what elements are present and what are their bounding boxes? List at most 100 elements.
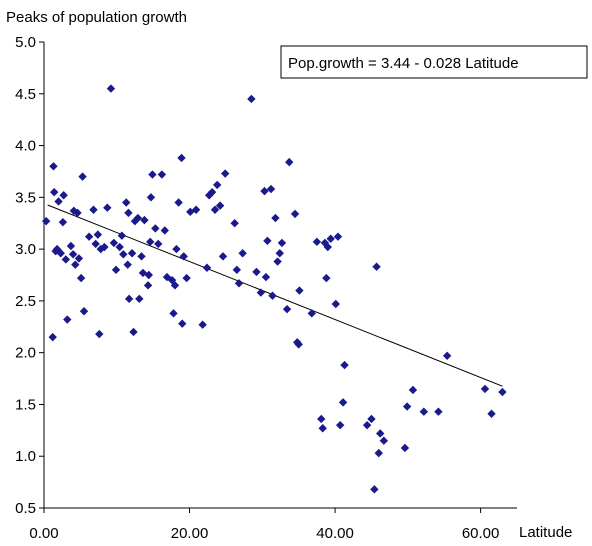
data-point	[323, 242, 332, 252]
y-tick-label: 4.0	[15, 138, 36, 155]
data-point	[127, 249, 137, 258]
data-point	[210, 205, 220, 214]
data-point	[230, 219, 239, 228]
data-point	[124, 294, 134, 304]
data-point	[63, 315, 72, 324]
data-point	[256, 288, 266, 297]
y-tick-label: 0.5	[15, 500, 36, 517]
data-point	[434, 407, 443, 416]
y-tick-label: 2.0	[15, 345, 36, 362]
data-point	[419, 407, 429, 416]
data-point	[212, 180, 222, 190]
data-point	[367, 414, 376, 424]
data-point	[260, 186, 269, 196]
data-point	[84, 232, 94, 241]
data-point	[146, 237, 155, 247]
data-point	[263, 236, 272, 246]
data-point	[480, 384, 490, 394]
data-point	[73, 208, 82, 218]
data-point	[68, 250, 78, 259]
y-tick-label: 4.5	[15, 86, 36, 103]
data-point	[41, 216, 51, 226]
data-point	[106, 84, 116, 93]
data-point	[49, 162, 58, 171]
data-point	[285, 157, 294, 167]
data-point	[487, 409, 496, 418]
data-point	[271, 213, 280, 223]
data-point	[95, 329, 104, 339]
data-point	[172, 244, 181, 254]
data-point	[144, 270, 153, 280]
data-point	[76, 273, 86, 283]
data-point	[177, 153, 186, 163]
data-point	[215, 201, 225, 210]
data-point	[169, 309, 178, 318]
data-point	[140, 215, 149, 225]
data-point	[198, 320, 207, 329]
data-point	[312, 237, 322, 247]
data-point	[234, 279, 244, 288]
data-point	[372, 262, 381, 271]
data-point	[79, 307, 89, 316]
x-tick-label: 20.00	[171, 525, 209, 542]
equation-box-border	[280, 45, 588, 79]
data-point	[294, 340, 303, 349]
data-point	[442, 351, 452, 360]
data-point	[333, 232, 343, 241]
data-point	[408, 385, 418, 395]
data-point	[119, 250, 128, 259]
data-point	[123, 260, 132, 269]
data-point	[268, 291, 277, 300]
data-point	[160, 226, 169, 235]
data-point	[109, 238, 119, 248]
data-point	[338, 398, 348, 407]
x-tick-label: 60.00	[462, 525, 500, 542]
data-point	[498, 387, 507, 397]
data-point	[115, 242, 124, 252]
data-point	[122, 198, 131, 207]
data-point	[146, 193, 156, 202]
data-point	[238, 249, 247, 258]
data-point	[179, 252, 188, 261]
y-tick-label: 3.5	[15, 189, 36, 206]
data-point	[71, 260, 80, 269]
equation-box: Pop.growth = 3.44 - 0.028 Latitude	[280, 45, 588, 79]
data-point	[290, 209, 300, 219]
data-point	[374, 448, 383, 458]
y-tick-label: 3.0	[15, 241, 36, 258]
data-point	[137, 252, 146, 261]
data-point	[66, 241, 76, 251]
data-point	[148, 170, 157, 179]
data-point	[295, 286, 304, 295]
data-point	[59, 191, 68, 200]
data-point	[273, 257, 282, 266]
data-point	[400, 443, 410, 453]
data-point	[174, 198, 183, 207]
data-point	[318, 424, 327, 433]
data-point	[326, 234, 335, 243]
data-point	[124, 208, 133, 218]
y-tick-label: 5.0	[15, 34, 36, 51]
data-point	[78, 172, 87, 181]
data-point	[143, 281, 153, 290]
data-point	[202, 263, 212, 272]
data-point	[151, 224, 160, 233]
data-point	[375, 429, 385, 438]
data-point	[157, 170, 167, 179]
data-point	[261, 272, 271, 282]
data-point	[56, 249, 65, 258]
data-point	[232, 265, 242, 275]
y-tick-label: 1.0	[15, 448, 36, 465]
data-point	[275, 249, 284, 258]
data-point	[191, 205, 201, 214]
y-axis-ticks: 0.5 1.0 1.5 2.0 2.5 3.0 3.5 4.0 4.5 5.0	[15, 34, 44, 517]
data-point	[133, 213, 143, 223]
data-point	[178, 319, 187, 328]
data-point	[207, 187, 217, 197]
data-point	[322, 273, 331, 283]
data-point	[49, 187, 59, 197]
data-point	[218, 252, 228, 261]
x-axis-ticks: 0.00 20.00 40.00 60.00	[29, 508, 499, 542]
data-point	[89, 205, 98, 214]
data-point	[247, 94, 256, 104]
